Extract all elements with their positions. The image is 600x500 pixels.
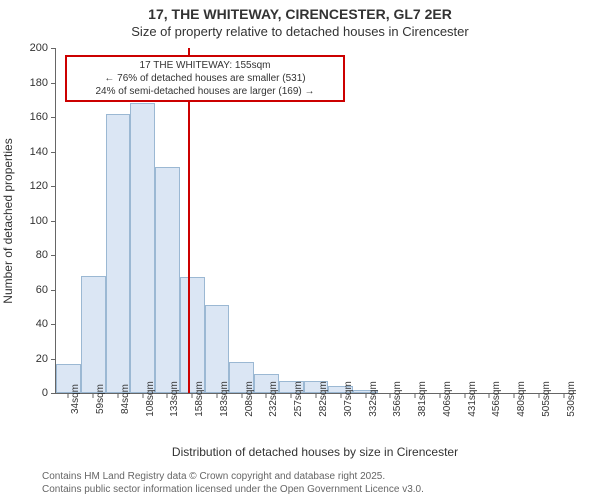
y-tick-label: 20 — [36, 353, 56, 365]
x-tick-label: 158sqm — [188, 381, 205, 417]
title-line2: Size of property relative to detached ho… — [0, 24, 600, 39]
x-tick-label: 232sqm — [262, 381, 279, 417]
x-tick-label: 505sqm — [535, 381, 552, 417]
y-tick-label: 0 — [42, 387, 56, 399]
x-tick-label: 108sqm — [139, 381, 156, 417]
x-tick-label: 282sqm — [312, 381, 329, 417]
x-tick-label: 307sqm — [337, 381, 354, 417]
y-tick-label: 40 — [36, 318, 56, 330]
y-tick-label: 120 — [30, 180, 56, 192]
x-tick-label: 84sqm — [114, 384, 131, 414]
x-tick-label: 332sqm — [362, 381, 379, 417]
y-tick-label: 200 — [30, 42, 56, 54]
histogram-bar — [155, 167, 180, 393]
histogram-bar — [81, 276, 106, 393]
y-tick-label: 160 — [30, 111, 56, 123]
x-tick-label: 356sqm — [386, 381, 403, 417]
y-tick-label: 100 — [30, 215, 56, 227]
annotation-line: ← 76% of detached houses are smaller (53… — [71, 72, 339, 85]
x-tick-label: 456sqm — [485, 381, 502, 417]
x-tick-label: 34sqm — [64, 384, 81, 414]
chart-container: 17, THE WHITEWAY, CIRENCESTER, GL7 2ER S… — [0, 0, 600, 500]
histogram-bar — [205, 305, 230, 393]
footer-line: Contains public sector information licen… — [42, 483, 424, 496]
annotation-line: 24% of semi-detached houses are larger (… — [71, 85, 339, 98]
y-tick-label: 80 — [36, 249, 56, 261]
x-tick-label: 530sqm — [560, 381, 577, 417]
histogram-bar — [180, 277, 205, 393]
annotation-line: 17 THE WHITEWAY: 155sqm — [71, 59, 339, 72]
x-tick-label: 183sqm — [213, 381, 230, 417]
histogram-bar — [130, 103, 155, 393]
x-tick-label: 406sqm — [436, 381, 453, 417]
x-tick-label: 431sqm — [461, 381, 478, 417]
footer-line: Contains HM Land Registry data © Crown c… — [42, 470, 424, 483]
x-axis-label: Distribution of detached houses by size … — [55, 445, 575, 459]
footer-text: Contains HM Land Registry data © Crown c… — [42, 470, 424, 496]
x-tick-label: 133sqm — [163, 381, 180, 417]
y-tick-label: 140 — [30, 146, 56, 158]
x-tick-label: 381sqm — [411, 381, 428, 417]
x-tick-label: 208sqm — [238, 381, 255, 417]
annotation-box: 17 THE WHITEWAY: 155sqm← 76% of detached… — [65, 55, 345, 102]
x-tick-label: 480sqm — [510, 381, 527, 417]
histogram-bar — [106, 114, 131, 393]
y-axis-label: Number of detached properties — [1, 48, 15, 393]
x-tick-label: 257sqm — [287, 381, 304, 417]
y-tick-label: 180 — [30, 77, 56, 89]
x-tick-label: 59sqm — [89, 384, 106, 414]
y-tick-label: 60 — [36, 284, 56, 296]
title-line1: 17, THE WHITEWAY, CIRENCESTER, GL7 2ER — [0, 6, 600, 22]
